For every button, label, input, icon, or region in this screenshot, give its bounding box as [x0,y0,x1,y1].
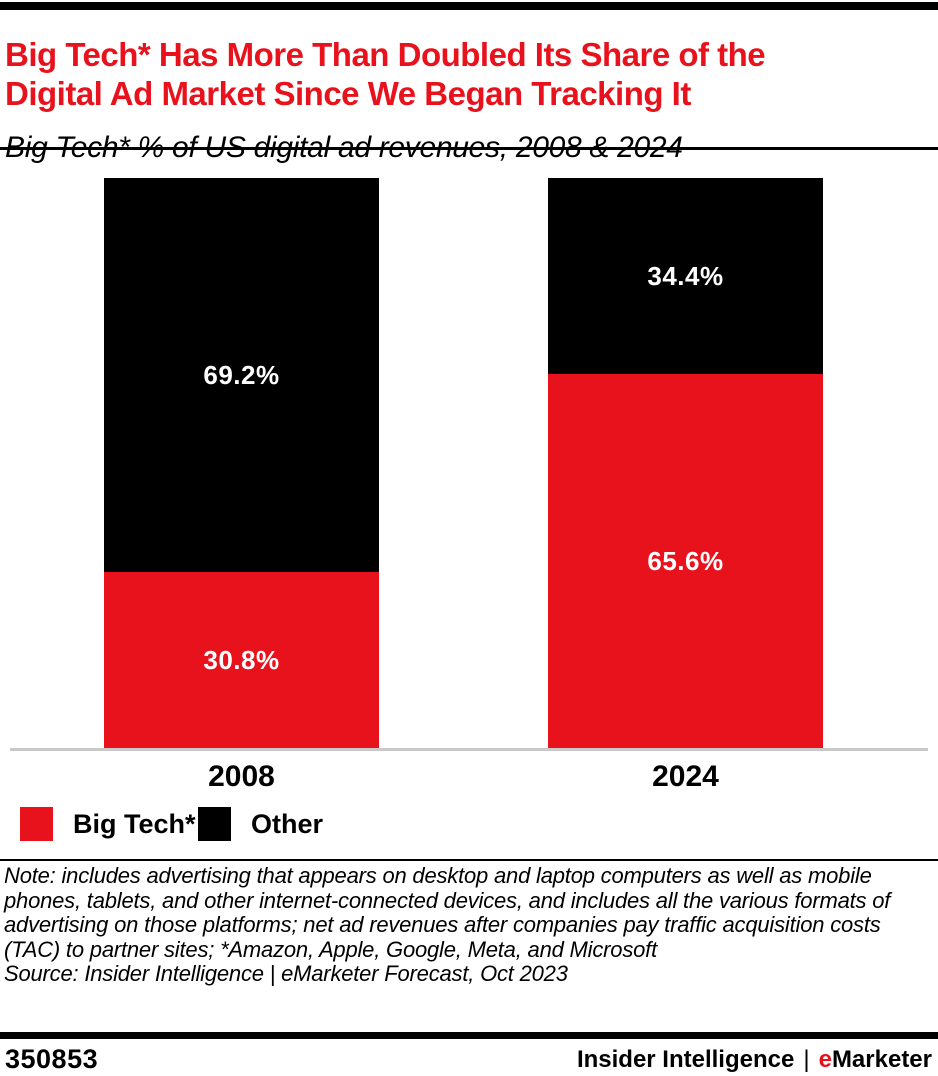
category-label-2024: 2024 [652,760,719,793]
note-text: Note: includes advertising that appears … [4,863,891,962]
brand-emarketer-e: e [818,1046,832,1073]
bar-2008: 69.2% 30.8% [104,178,379,748]
legend: Big Tech* Other [20,807,920,841]
bar-2024-bigtech-segment: 65.6% [548,374,823,748]
legend-swatch-other [198,807,231,841]
footer-divider-line [0,1032,938,1039]
stacked-bar-chart: 69.2% 30.8% 34.4% 65.6% [0,178,938,748]
legend-item-big-tech: Big Tech* [20,807,196,841]
x-axis-line [10,748,928,751]
bar-segment-label: 34.4% [647,260,724,291]
top-accent-bar [0,2,938,10]
bar-2008-bigtech-segment: 30.8% [104,572,379,748]
chart-id: 350853 [5,1044,99,1074]
category-label-2008: 2008 [208,760,275,793]
footnotes: Note: includes advertising that appears … [4,863,922,987]
header-divider-line [0,147,938,150]
legend-swatch-big-tech [20,807,53,841]
bar-2024: 34.4% 65.6% [548,178,823,748]
bar-2024-other-segment: 34.4% [548,178,823,375]
legend-label-big-tech: Big Tech* [73,808,196,839]
bar-segment-label: 65.6% [647,545,724,576]
legend-label-other: Other [251,808,324,839]
note-divider-line [0,859,938,861]
bar-segment-label: 69.2% [203,359,280,390]
chart-title-line-1: Big Tech* Has More Than Doubled Its Shar… [5,36,766,74]
bar-segment-label: 30.8% [203,644,280,675]
brand-lockup: Insider Intelligence | eMarketer [577,1046,932,1074]
brand-insider-intelligence: Insider Intelligence [576,1046,795,1073]
brand-separator: | [803,1046,810,1073]
chart-title: Big Tech* Has More Than Doubled Its Shar… [5,35,935,113]
chart-title-line-2: Digital Ad Market Since We Began Trackin… [5,75,691,113]
source-text: Source: Insider Intelligence | eMarketer… [4,961,568,986]
brand-emarketer-rest: Marketer [831,1046,932,1073]
bar-2008-other-segment: 69.2% [104,178,379,573]
legend-item-other: Other [198,807,323,841]
